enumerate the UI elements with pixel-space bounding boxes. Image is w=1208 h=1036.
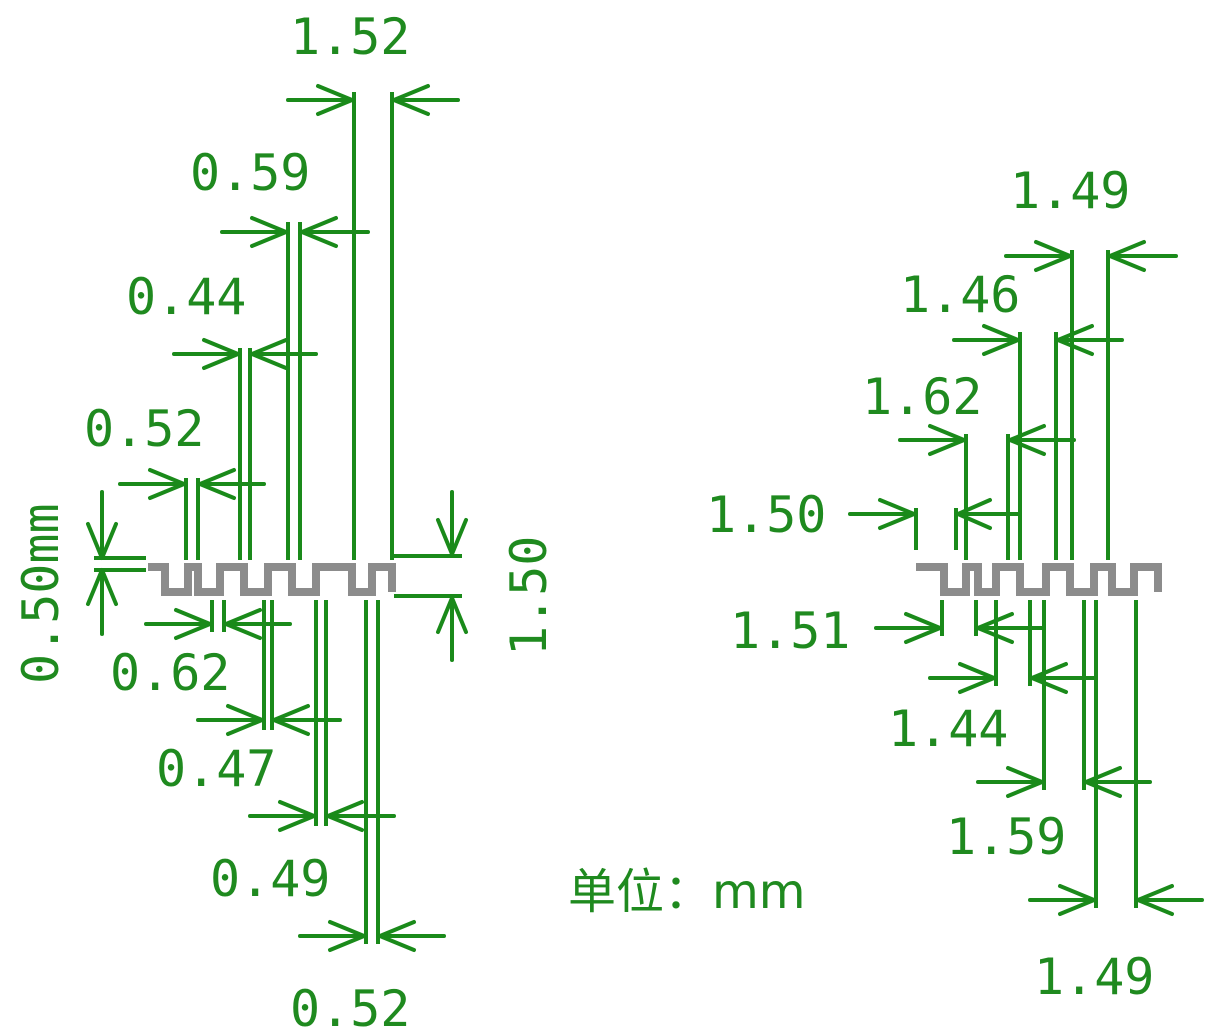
- dim-label-vertical: 1.50: [500, 536, 558, 656]
- dim-arrow-right-bottom-2: [928, 662, 1098, 694]
- dim-label: 1.62: [862, 368, 982, 426]
- dim-arrow-right-bottom-1: [874, 612, 1044, 644]
- dim-arrow-left-top-1: [286, 84, 460, 116]
- dim-label: 1.51: [730, 602, 850, 660]
- dim-label: 0.62: [110, 644, 230, 702]
- dim-arrow-left-bottom-1: [144, 608, 292, 640]
- dim-label: 0.59: [190, 144, 310, 202]
- dim-label: 1.44: [888, 700, 1008, 758]
- left-serpentine-trace: [148, 563, 396, 596]
- right-group: 1.49 1.46 1.62 1.50 1.51 1.44 1.59 1.49: [706, 162, 1204, 1006]
- dim-arrow-left-bottom-2: [196, 704, 342, 736]
- dim-arrow-left-vertical: [86, 490, 146, 636]
- right-serpentine-trace: [916, 563, 1162, 596]
- dim-arrow-left-top-4: [118, 468, 266, 500]
- dim-arrow-left-bottom-4: [298, 920, 446, 952]
- dim-label: 1.52: [290, 8, 410, 66]
- dim-label: 0.52: [84, 400, 204, 458]
- dim-label: 1.49: [1034, 948, 1154, 1006]
- dim-label: 1.49: [1010, 162, 1130, 220]
- dim-arrow-left-top-2: [220, 216, 370, 248]
- dim-label: 0.49: [210, 850, 330, 908]
- dim-label: 1.46: [900, 266, 1020, 324]
- dim-label-vertical: 0.50mm: [12, 503, 70, 684]
- dim-arrow-right-bottom-4: [1028, 884, 1204, 916]
- dim-arrow-right-top-4: [848, 498, 1022, 530]
- dim-arrow-left-bottom-3: [248, 800, 396, 832]
- dim-arrow-right-bottom-3: [976, 766, 1152, 798]
- dim-arrow-right-top-1: [1004, 240, 1178, 272]
- dim-arrow-right-top-3: [898, 424, 1076, 456]
- unit-label: 单位：mm: [568, 864, 806, 920]
- dim-arrow-right-vertical: [394, 490, 468, 662]
- dim-arrow-left-top-3: [172, 338, 318, 370]
- left-group: 1.52 0.59 0.44 0.52 0.50mm 1.50 0.62 0.4…: [12, 8, 558, 1036]
- dim-label: 0.44: [126, 268, 246, 326]
- dim-arrow-right-top-2: [952, 324, 1124, 356]
- dim-label: 0.47: [156, 740, 276, 798]
- dim-label: 0.52: [290, 980, 410, 1036]
- dim-label: 1.59: [946, 808, 1066, 866]
- dim-label: 1.50: [706, 486, 826, 544]
